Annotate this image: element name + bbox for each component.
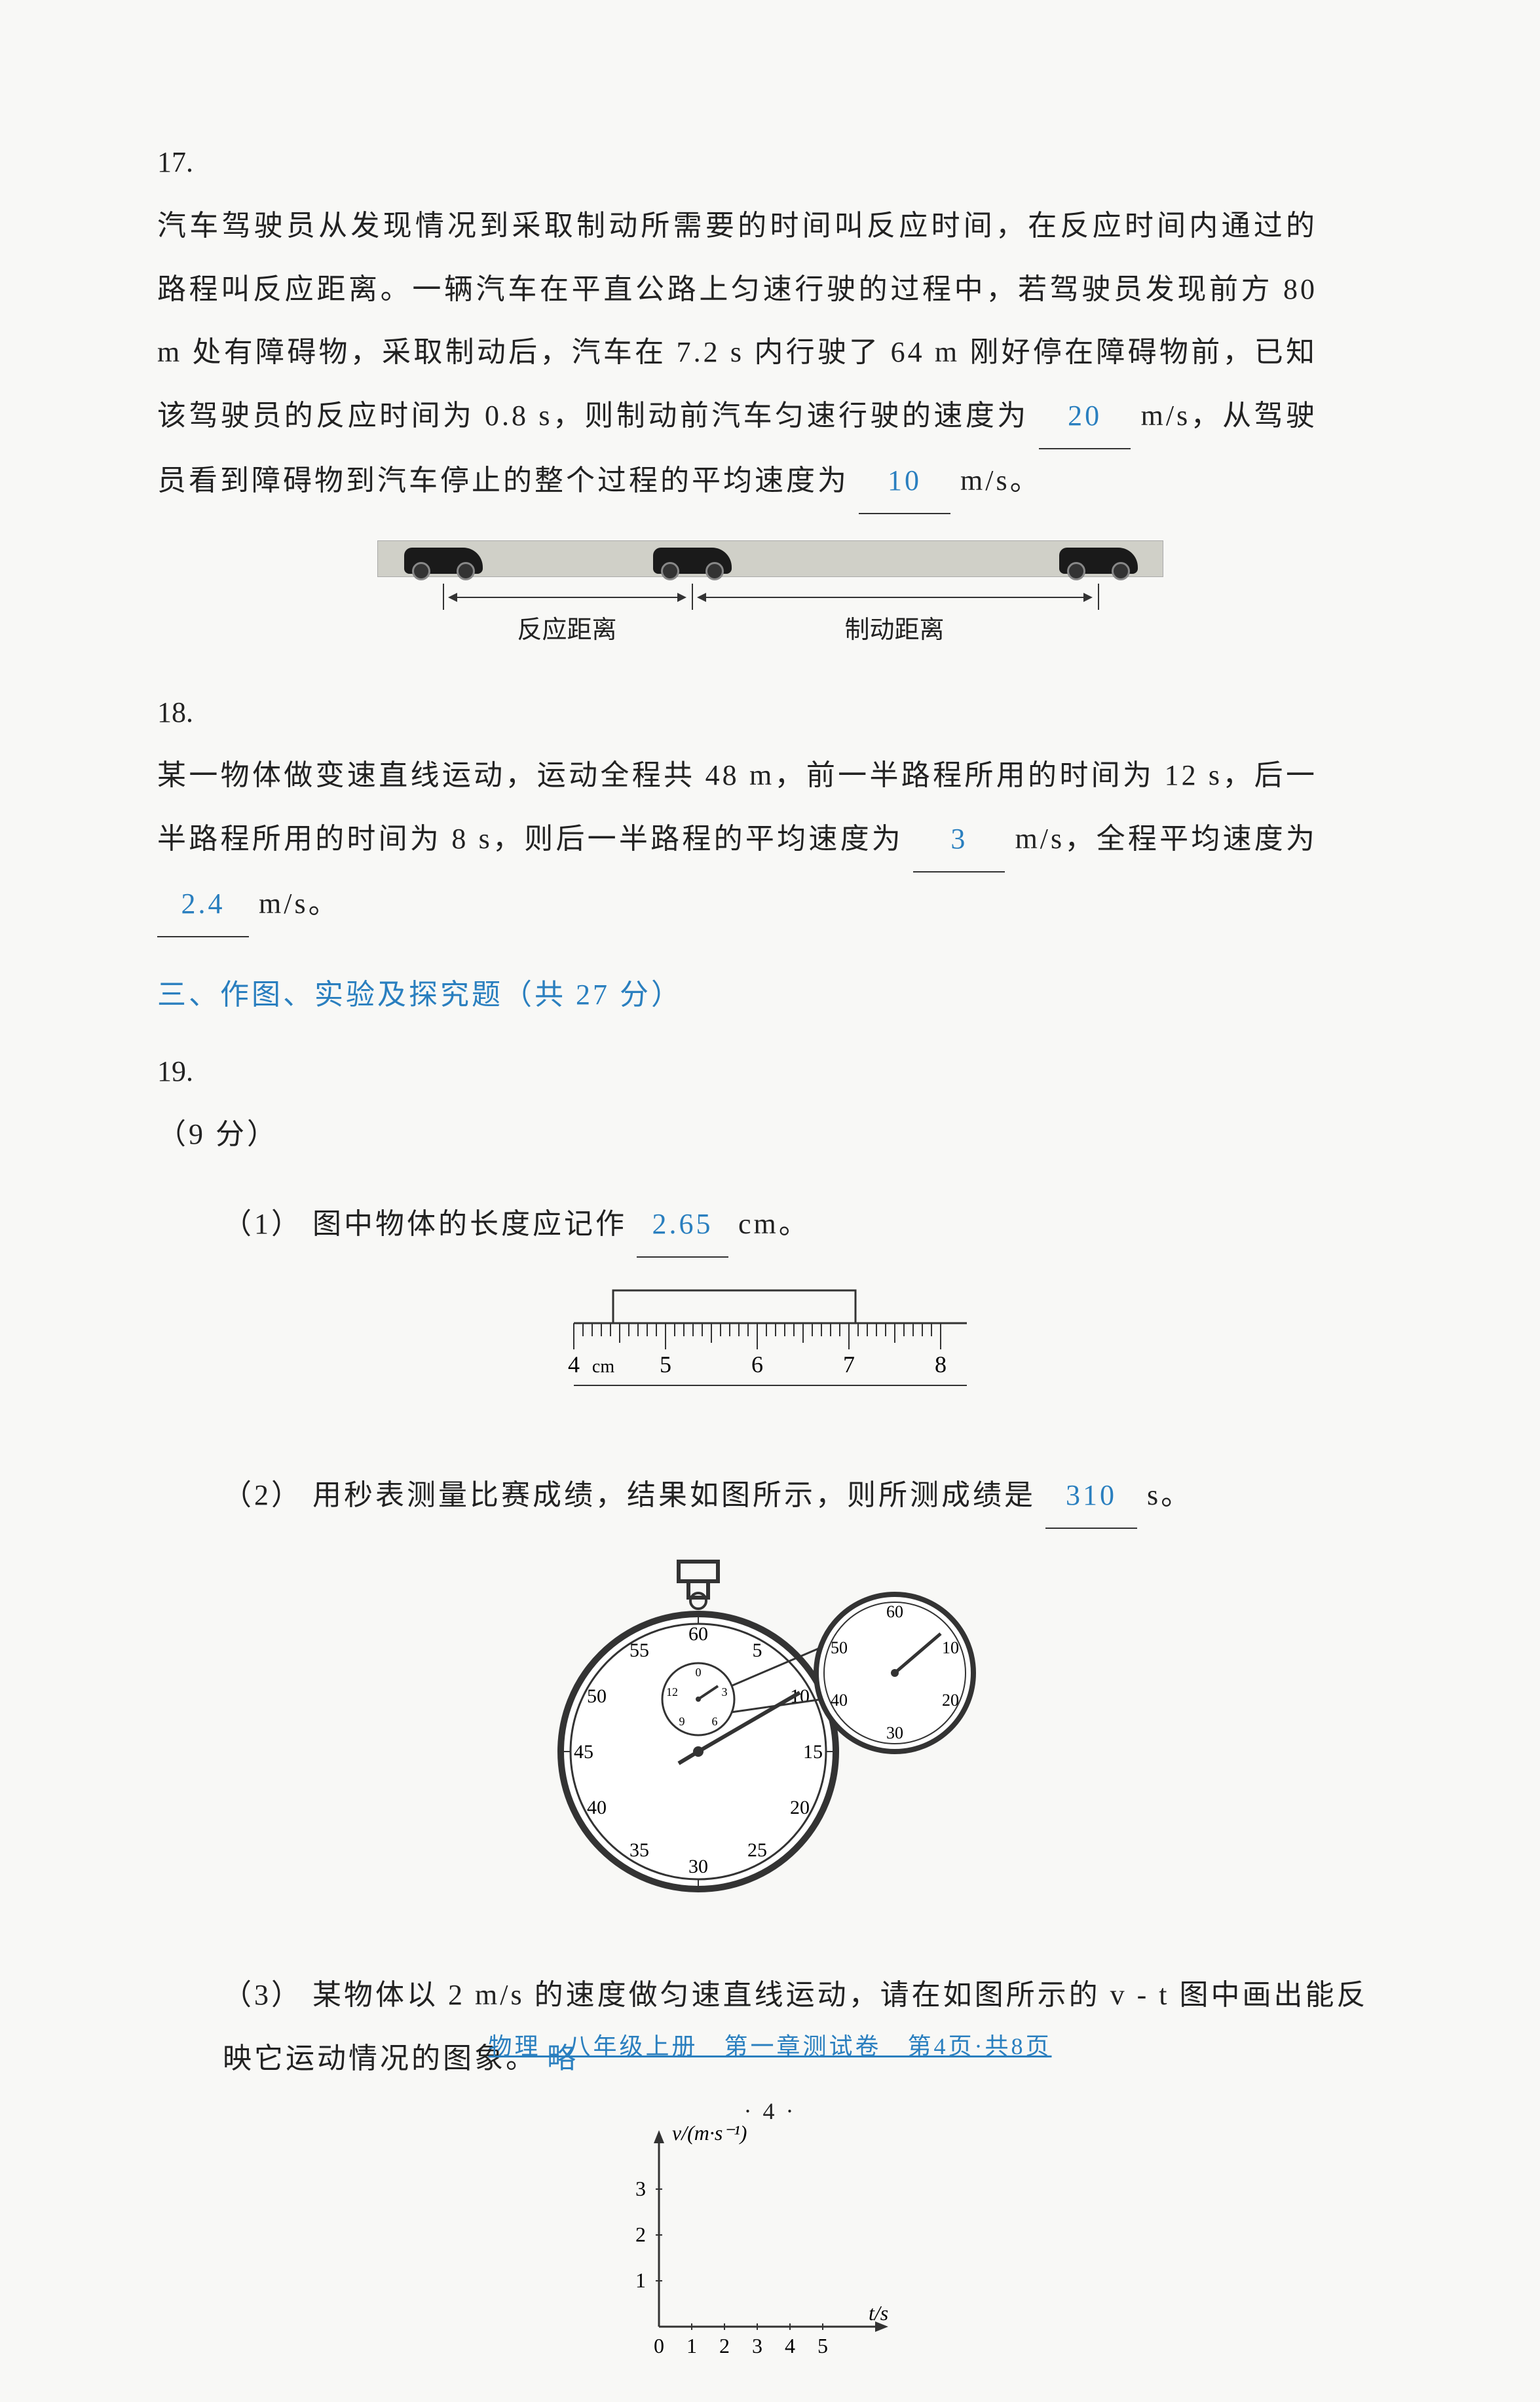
sw-25: 25 xyxy=(747,1839,767,1861)
question-19: 19. （9 分） xyxy=(157,1040,1383,1167)
sw-5: 5 xyxy=(752,1640,762,1661)
q19-sub3-label: （3） xyxy=(223,1979,303,2011)
sw-i12: 12 xyxy=(666,1685,678,1698)
question-18: 18. 某一物体做变速直线运动，运动全程共 48 m，前一半路程所用的时间为 1… xyxy=(157,681,1383,937)
arrows-row: 反应距离 制动距离 xyxy=(377,584,1163,629)
page-footer: 物理 八年级上册 第一章测试卷 第4页·共8页 · 4 · xyxy=(0,2021,1540,2137)
vt-graph: 1 2 3 0 1 2 3 4 5 v/(m·s⁻¹) t/s xyxy=(157,2117,1383,2402)
arrow-braking xyxy=(698,597,1091,598)
aux-60: 60 xyxy=(886,1602,903,1621)
car-middle xyxy=(653,548,732,574)
q18-text3: m/s。 xyxy=(259,888,340,920)
q19-sub2-label: （2） xyxy=(223,1479,303,1511)
q19-sub1: （1） 图中物体的长度应记作 2.65 cm。 xyxy=(157,1193,1383,1258)
q18-blank1: 3 xyxy=(913,808,1005,873)
q19-sub1-text1: 图中物体的长度应记作 xyxy=(312,1208,627,1240)
q17-blank2: 10 xyxy=(859,449,950,514)
aux-20: 20 xyxy=(942,1691,959,1710)
aux-30: 30 xyxy=(886,1723,903,1742)
q19-number: 19. xyxy=(157,1040,216,1104)
q17-blank1: 20 xyxy=(1039,385,1131,449)
q17-text1: 汽车驾驶员从发现情况到采取制动所需要的时间叫反应时间，在反应时间内通过的路程叫反… xyxy=(157,210,1317,432)
label-braking: 制动距离 xyxy=(844,603,944,658)
page-number: · 4 · xyxy=(0,2086,1540,2137)
sw-20: 20 xyxy=(790,1797,810,1818)
sw-45: 45 xyxy=(574,1741,593,1763)
sw-i3: 3 xyxy=(721,1685,727,1698)
ruler-unit: cm xyxy=(592,1357,614,1377)
aux-40: 40 xyxy=(831,1691,848,1710)
ruler-tick-7: 7 xyxy=(843,1351,855,1378)
q18-number: 18. xyxy=(157,681,216,745)
q17-figure: 反应距离 制动距离 xyxy=(157,540,1383,662)
stopwatch-figure: 60 5 10 15 20 25 30 35 40 45 50 55 0 3 6… xyxy=(157,1555,1383,1938)
vt-x5: 5 xyxy=(817,2334,828,2357)
vt-x3: 3 xyxy=(752,2334,762,2357)
aux-10: 10 xyxy=(942,1638,959,1657)
vt-svg: 1 2 3 0 1 2 3 4 5 v/(m·s⁻¹) t/s xyxy=(607,2117,934,2379)
ruler-tick-8: 8 xyxy=(935,1351,947,1378)
q19-sub2-text2: s。 xyxy=(1147,1479,1192,1511)
vt-x1: 1 xyxy=(686,2334,697,2357)
ruler-tick-5: 5 xyxy=(660,1351,671,1378)
vt-y1: 1 xyxy=(635,2268,646,2292)
v-line-2 xyxy=(692,584,693,610)
car-road xyxy=(377,540,1163,577)
arrow-reaction xyxy=(449,597,685,598)
q19-sub2-blank: 310 xyxy=(1045,1464,1137,1529)
section3-title: 三、作图、实验及探究题（共 27 分） xyxy=(157,964,1383,1027)
q19-sub2: （2） 用秒表测量比赛成绩，结果如图所示，则所测成绩是 310 s。 xyxy=(157,1464,1383,1529)
vt-x2: 2 xyxy=(719,2334,730,2357)
sw-35: 35 xyxy=(629,1839,649,1861)
car-diagram: 反应距离 制动距离 xyxy=(377,540,1163,639)
q17-body: 汽车驾驶员从发现情况到采取制动所需要的时间叫反应时间，在反应时间内通过的路程叫反… xyxy=(157,195,1317,514)
q19-points: （9 分） xyxy=(157,1103,1317,1167)
car-end xyxy=(1059,548,1138,574)
ruler-tick-6: 6 xyxy=(751,1351,763,1378)
question-17: 17. 汽车驾驶员从发现情况到采取制动所需要的时间叫反应时间，在反应时间内通过的… xyxy=(157,131,1383,514)
q19-sub1-blank: 2.65 xyxy=(637,1193,728,1258)
ruler-figure: 4 cm 5 6 7 8 xyxy=(157,1284,1383,1438)
sw-40: 40 xyxy=(587,1797,607,1818)
vt-y3: 3 xyxy=(635,2177,646,2200)
q18-text2: m/s，全程平均速度为 xyxy=(1015,823,1317,855)
sw-i6: 6 xyxy=(711,1715,717,1728)
q18-body: 某一物体做变速直线运动，运动全程共 48 m，前一半路程所用的时间为 12 s，… xyxy=(157,744,1317,937)
vt-x4: 4 xyxy=(785,2334,795,2357)
stopwatch-svg: 60 5 10 15 20 25 30 35 40 45 50 55 0 3 6… xyxy=(541,1555,1000,1915)
aux-50: 50 xyxy=(831,1638,848,1657)
q19-sub2-text1: 用秒表测量比赛成绩，结果如图所示，则所测成绩是 xyxy=(312,1479,1036,1511)
q18-blank2: 2.4 xyxy=(157,873,249,937)
v-line-3 xyxy=(1098,584,1099,610)
sw-i0: 0 xyxy=(695,1666,701,1679)
q19-sub1-label: （1） xyxy=(223,1208,303,1240)
label-reaction: 反应距离 xyxy=(517,603,616,658)
ruler-tick-4: 4 xyxy=(568,1351,580,1378)
sw-i9: 9 xyxy=(679,1715,685,1728)
sw-50: 50 xyxy=(587,1685,607,1707)
vt-xlabel: t/s xyxy=(869,2301,888,2325)
car-start xyxy=(404,548,483,574)
ruler-svg: 4 cm 5 6 7 8 xyxy=(541,1284,1000,1415)
footer-line: 物理 八年级上册 第一章测试卷 第4页·共8页 xyxy=(0,2021,1540,2073)
sw-30: 30 xyxy=(688,1856,708,1877)
q19-sub1-text2: cm。 xyxy=(738,1208,810,1240)
q17-number: 17. xyxy=(157,131,216,195)
q17-text3: m/s。 xyxy=(960,464,1042,497)
sw-15: 15 xyxy=(803,1741,823,1763)
vt-x0: 0 xyxy=(654,2334,664,2357)
v-line-1 xyxy=(443,584,444,610)
vt-y2: 2 xyxy=(635,2223,646,2246)
sw-60: 60 xyxy=(688,1623,708,1645)
sw-55: 55 xyxy=(629,1640,649,1661)
